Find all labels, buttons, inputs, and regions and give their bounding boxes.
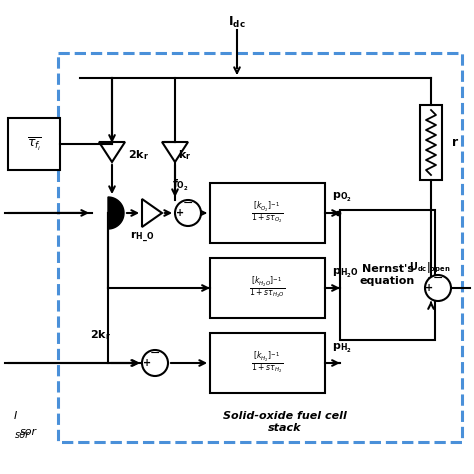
Text: $\frac{[k_{O_2}]^{-1}}{1+s\tau_{O_2}}$: $\frac{[k_{O_2}]^{-1}}{1+s\tau_{O_2}}$: [251, 201, 283, 225]
Text: $\mathbf{p_{H_2O}}$: $\mathbf{p_{H_2O}}$: [332, 266, 359, 280]
Text: −: −: [150, 347, 160, 360]
Bar: [210, 258, 325, 318]
Bar: [210, 183, 325, 243]
Bar: [210, 333, 325, 393]
Text: Solid-oxide fuel cell
stack: Solid-oxide fuel cell stack: [223, 411, 347, 433]
Circle shape: [142, 350, 168, 376]
Text: $\overline{\tau_{f_i}}$: $\overline{\tau_{f_i}}$: [27, 136, 41, 153]
Text: sor: sor: [19, 427, 36, 437]
Text: $\mathbf{r}$: $\mathbf{r}$: [451, 137, 459, 149]
Text: Nernst's
equation: Nernst's equation: [360, 264, 415, 286]
Text: $\mathbf{p_{O_2}}$: $\mathbf{p_{O_2}}$: [332, 191, 352, 203]
Text: $\mathbf{I_{dc}}$: $\mathbf{I_{dc}}$: [228, 14, 246, 29]
Bar: [58, 53, 462, 442]
Text: +: +: [176, 208, 184, 218]
Text: $\mathbf{2k_r}$: $\mathbf{2k_r}$: [90, 328, 111, 342]
Text: −: −: [433, 273, 443, 285]
Text: sor: sor: [14, 430, 29, 440]
Text: $\frac{[k_{H_2}]^{-1}}{1+s\tau_{H_2}}$: $\frac{[k_{H_2}]^{-1}}{1+s\tau_{H_2}}$: [251, 351, 283, 375]
Text: +: +: [426, 283, 434, 293]
Text: $\mathbf{p_{H_2}}$: $\mathbf{p_{H_2}}$: [332, 341, 352, 355]
Circle shape: [175, 200, 201, 226]
Text: $\mathbf{\mathit{I}}$: $\mathbf{\mathit{I}}$: [12, 409, 18, 421]
Text: $\mathbf{f_{O_2}}$: $\mathbf{f_{O_2}}$: [172, 177, 189, 192]
Text: +: +: [143, 358, 151, 368]
Text: $\mathbf{U_{dc}|_{open}}$: $\mathbf{U_{dc}|_{open}}$: [409, 261, 450, 275]
Text: $\frac{[k_{H_2O}]^{-1}}{1+s\tau_{H_2O}}$: $\frac{[k_{H_2O}]^{-1}}{1+s\tau_{H_2O}}$: [249, 276, 286, 300]
Polygon shape: [108, 197, 124, 229]
Text: $\mathbf{r_{H\_O}}$: $\mathbf{r_{H\_O}}$: [130, 229, 154, 245]
Circle shape: [425, 275, 451, 301]
Text: −: −: [183, 197, 193, 210]
Bar: [8, 118, 60, 170]
Text: $\mathbf{k_r}$: $\mathbf{k_r}$: [178, 148, 191, 162]
Bar: [340, 210, 435, 340]
Text: $\mathbf{2k_r}$: $\mathbf{2k_r}$: [128, 148, 149, 162]
Bar: [420, 105, 442, 180]
